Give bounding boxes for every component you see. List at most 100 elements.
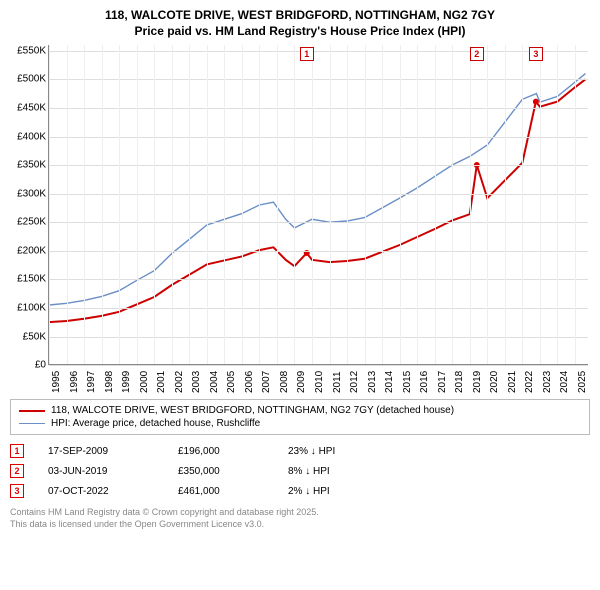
- gridline-h: [49, 337, 588, 338]
- x-tick-label: 2024: [559, 371, 570, 393]
- legend: 118, WALCOTE DRIVE, WEST BRIDGFORD, NOTT…: [10, 399, 590, 435]
- x-tick-label: 2009: [296, 371, 307, 393]
- gridline-v: [505, 45, 506, 364]
- gridline-h: [49, 194, 588, 195]
- footer-line-1: Contains HM Land Registry data © Crown c…: [10, 507, 590, 519]
- x-tick-label: 1999: [121, 371, 132, 393]
- chart-svg: [49, 45, 589, 365]
- y-tick-label: £200K: [17, 245, 46, 256]
- sale-date: 17-SEP-2009: [48, 446, 178, 457]
- x-tick-label: 2002: [174, 371, 185, 393]
- x-tick-label: 2020: [489, 371, 500, 393]
- x-tick-label: 2012: [349, 371, 360, 393]
- chart-title: 118, WALCOTE DRIVE, WEST BRIDGFORD, NOTT…: [10, 8, 590, 39]
- y-tick-label: £250K: [17, 217, 46, 228]
- x-tick-label: 2010: [314, 371, 325, 393]
- gridline-v: [67, 45, 68, 364]
- x-tick-label: 1997: [86, 371, 97, 393]
- x-tick-label: 2014: [384, 371, 395, 393]
- x-tick-label: 2022: [524, 371, 535, 393]
- x-tick-label: 2000: [139, 371, 150, 393]
- gridline-v: [137, 45, 138, 364]
- sale-diff: 23% ↓ HPI: [288, 446, 408, 457]
- y-tick-label: £500K: [17, 74, 46, 85]
- gridline-h: [49, 251, 588, 252]
- sale-date: 07-OCT-2022: [48, 486, 178, 497]
- x-tick-label: 2011: [332, 372, 343, 394]
- gridline-h: [49, 279, 588, 280]
- sale-price: £461,000: [178, 486, 288, 497]
- gridline-v: [417, 45, 418, 364]
- gridline-v: [470, 45, 471, 364]
- gridline-h: [49, 222, 588, 223]
- chart-marker-2: 2: [470, 47, 484, 61]
- gridline-v: [522, 45, 523, 364]
- gridline-v: [259, 45, 260, 364]
- gridline-v: [277, 45, 278, 364]
- gridline-v: [365, 45, 366, 364]
- gridline-h: [49, 308, 588, 309]
- chart-area: £0£50K£100K£150K£200K£250K£300K£350K£400…: [10, 45, 590, 395]
- sale-diff: 8% ↓ HPI: [288, 466, 408, 477]
- gridline-v: [242, 45, 243, 364]
- x-tick-label: 2001: [156, 371, 167, 393]
- legend-swatch: [19, 410, 45, 412]
- sale-row: 203-JUN-2019£350,0008% ↓ HPI: [10, 461, 590, 481]
- gridline-v: [347, 45, 348, 364]
- sale-marker-2: 2: [10, 464, 24, 478]
- y-axis: £0£50K£100K£150K£200K£250K£300K£350K£400…: [10, 45, 48, 365]
- gridline-v: [575, 45, 576, 364]
- gridline-v: [452, 45, 453, 364]
- x-tick-label: 1995: [51, 371, 62, 393]
- title-line-2: Price paid vs. HM Land Registry's House …: [10, 24, 590, 40]
- x-tick-label: 2013: [367, 371, 378, 393]
- x-tick-label: 2023: [542, 371, 553, 393]
- gridline-v: [435, 45, 436, 364]
- y-tick-label: £300K: [17, 188, 46, 199]
- gridline-v: [49, 45, 50, 364]
- gridline-v: [400, 45, 401, 364]
- x-tick-label: 2021: [507, 371, 518, 393]
- gridline-v: [330, 45, 331, 364]
- x-tick-label: 2018: [454, 371, 465, 393]
- gridline-v: [102, 45, 103, 364]
- x-tick-label: 2015: [402, 371, 413, 393]
- x-tick-label: 2003: [191, 371, 202, 393]
- gridline-v: [84, 45, 85, 364]
- gridline-v: [557, 45, 558, 364]
- sales-table: 117-SEP-2009£196,00023% ↓ HPI203-JUN-201…: [10, 441, 590, 501]
- gridline-h: [49, 137, 588, 138]
- chart-marker-1: 1: [300, 47, 314, 61]
- plot-area: 123: [48, 45, 588, 365]
- gridline-v: [382, 45, 383, 364]
- gridline-v: [172, 45, 173, 364]
- x-tick-label: 2019: [472, 371, 483, 393]
- gridline-h: [49, 51, 588, 52]
- sale-price: £196,000: [178, 446, 288, 457]
- gridline-v: [189, 45, 190, 364]
- gridline-v: [540, 45, 541, 364]
- legend-label: 118, WALCOTE DRIVE, WEST BRIDGFORD, NOTT…: [51, 405, 454, 416]
- y-tick-label: £150K: [17, 274, 46, 285]
- title-line-1: 118, WALCOTE DRIVE, WEST BRIDGFORD, NOTT…: [10, 8, 590, 24]
- y-tick-label: £100K: [17, 303, 46, 314]
- x-tick-label: 2005: [226, 371, 237, 393]
- gridline-v: [154, 45, 155, 364]
- gridline-v: [207, 45, 208, 364]
- x-tick-label: 1998: [104, 371, 115, 393]
- x-tick-label: 2004: [209, 371, 220, 393]
- gridline-v: [294, 45, 295, 364]
- x-tick-label: 2017: [437, 371, 448, 393]
- sale-price: £350,000: [178, 466, 288, 477]
- y-tick-label: £450K: [17, 103, 46, 114]
- sale-diff: 2% ↓ HPI: [288, 486, 408, 497]
- y-tick-label: £350K: [17, 160, 46, 171]
- x-tick-label: 2016: [419, 371, 430, 393]
- sale-row: 3 07-OCT-2022£461,0002% ↓ HPI: [10, 481, 590, 501]
- footer-line-2: This data is licensed under the Open Gov…: [10, 519, 590, 531]
- chart-container: 118, WALCOTE DRIVE, WEST BRIDGFORD, NOTT…: [0, 0, 600, 539]
- footer-attribution: Contains HM Land Registry data © Crown c…: [10, 507, 590, 530]
- y-tick-label: £400K: [17, 131, 46, 142]
- sale-marker-3: 3: [10, 484, 24, 498]
- gridline-v: [312, 45, 313, 364]
